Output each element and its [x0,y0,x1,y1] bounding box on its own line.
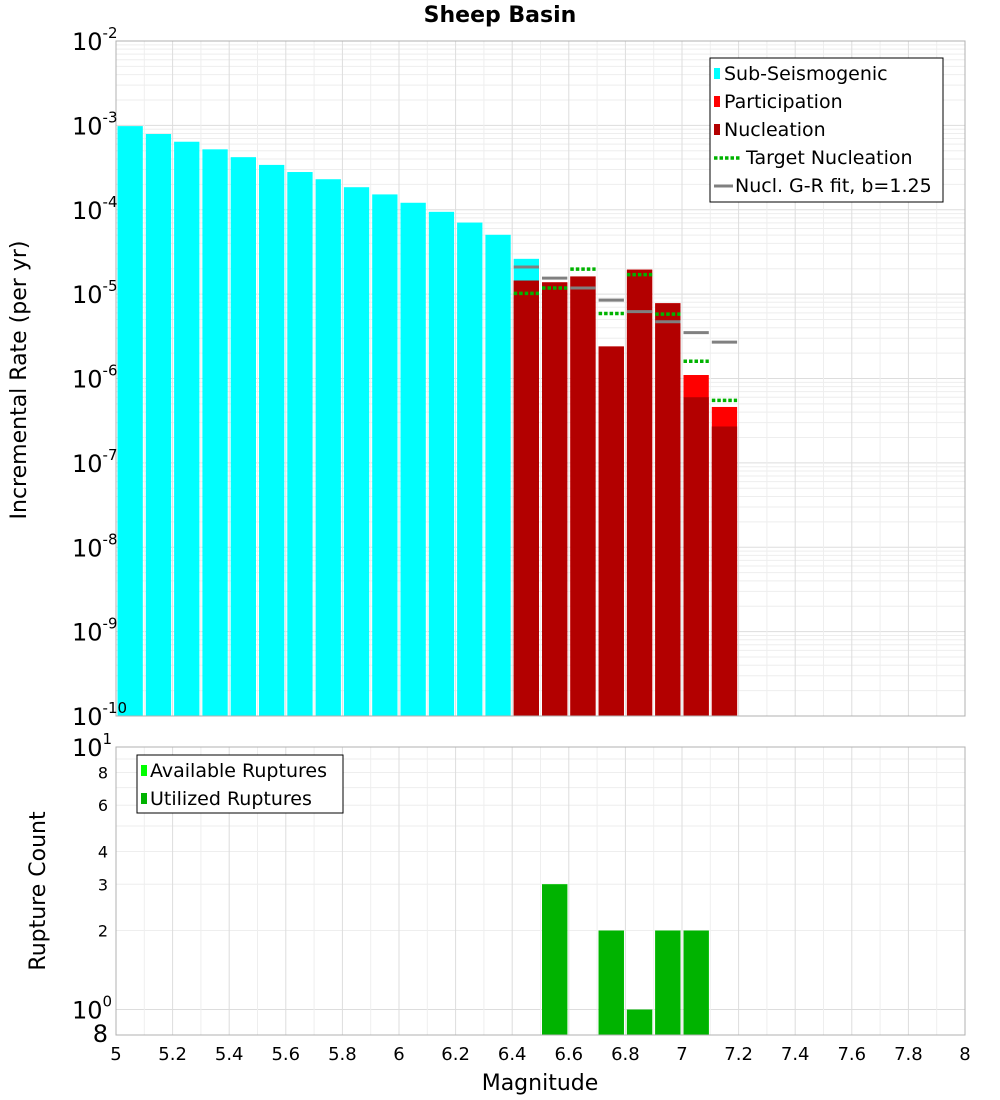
count-y-minor-tick-label: 3 [98,875,108,894]
utilized-ruptures-bar [598,930,624,1035]
rate-panel: 10-10 10-9 10-8 10-7 10-6 10-5 10-4 10-3 10-2 Sh… [7,3,966,731]
legend-label: Nucl. G-R fit, b=1.25 [735,175,932,197]
rate-legend-box [709,57,944,203]
sub-seismogenic-bar [485,234,511,716]
count-y-minor-tick-label: 2 [98,922,108,941]
nucleation-bar [626,269,653,716]
x-tick-label: 7.4 [781,1044,810,1065]
legend-label: Utilized Ruptures [150,788,312,810]
legend-swatch [141,793,147,804]
legend-label: Nucleation [724,119,826,141]
count-y-major-tick-label: 100 [72,993,112,1025]
count-legend-box [136,754,344,814]
rate-legend: Sub-Seismogenic Participation Nucleation Ta… [709,57,944,203]
legend-swatch [714,96,720,107]
rate-y-tick-label: 10-4 [72,193,118,225]
rate-y-tick-label: 10-5 [72,277,118,309]
rate-lines [513,265,738,403]
rate-y-tick-label: 10-6 [72,362,118,394]
utilized-ruptures-bar [542,884,568,1035]
x-tick-label: 6 [393,1044,404,1065]
x-axis-label: Magnitude [482,1071,599,1096]
x-tick-label: 5.6 [271,1044,300,1065]
nucleation-bar [683,397,709,716]
rate-plot-frame [115,40,966,717]
x-tick-label: 6.2 [441,1044,470,1065]
count-y-minor-tick-label: 8 [93,1020,108,1048]
rate-y-tick-label: 10-2 [72,24,118,56]
nucleation-bar [542,282,568,716]
x-tick-label: 7.6 [837,1044,866,1065]
count-y-minor-tick-label: 6 [98,796,108,815]
count-y-axis-label: Rupture Count [26,811,51,971]
rate-y-tick-label: 10-10 [72,699,127,731]
x-tick-label: 6.8 [611,1044,640,1065]
sub-seismogenic-bar [457,222,483,717]
legend-label: Target Nucleation [745,147,913,169]
x-tick-label: 7 [676,1044,687,1065]
nucleation-bar [513,280,539,716]
nucleation-bar [570,276,596,716]
rate-y-axis-label: Incremental Rate (per yr) [7,241,32,520]
count-x-tick-labels: 5 5.2 5.4 5.6 5.8 6 6.2 6.4 6.6 6.8 7 7.2 7.4 7.6 7.8 8 [110,1044,970,1065]
rate-y-tick-label: 10-8 [72,530,118,562]
x-tick-label: 5.2 [158,1044,187,1065]
x-tick-label: 5.4 [215,1044,244,1065]
x-tick-label: 5 [110,1044,121,1065]
legend-label: Available Ruptures [150,760,327,782]
rate-y-tick-label: 10-9 [72,615,118,647]
rate-y-tick-label: 10-3 [72,108,118,140]
sub-seismogenic-bar [230,157,256,717]
legend-swatch [141,765,147,776]
count-y-minor-tick-label: 8 [98,763,108,782]
count-legend: Available Ruptures Utilized Ruptures [136,754,344,814]
utilized-ruptures-bar [626,1009,653,1035]
count-bars [542,884,709,1035]
nucleation-bar [655,303,681,716]
legend-label: Sub-Seismogenic [724,63,888,85]
sub-seismogenic-bar [428,211,455,716]
nucleation-bar [711,426,738,716]
sub-seismogenic-bar [174,141,200,716]
sub-seismogenic-bar [117,126,143,717]
legend-swatch [714,124,720,135]
rate-y-tick-labels: 10-10 10-9 10-8 10-7 10-6 10-5 10-4 10-3 10-2 [72,24,127,731]
rate-y-tick-label: 10-7 [72,446,118,478]
x-tick-label: 7.8 [894,1044,923,1065]
legend-swatch [714,68,720,79]
sub-seismogenic-bar [259,164,285,716]
legend-label: Participation [724,91,843,113]
x-tick-label: 7.2 [724,1044,753,1065]
utilized-ruptures-bar [655,930,681,1035]
sub-seismogenic-bar [372,194,398,716]
count-plot-frame [115,746,966,1036]
utilized-ruptures-bar [683,930,709,1035]
sub-seismogenic-bar [287,172,313,716]
rate-bars [117,126,738,717]
x-tick-label: 5.8 [328,1044,357,1065]
sub-seismogenic-bar [202,149,228,716]
count-y-major-tick-label: 101 [72,730,112,762]
sub-seismogenic-bar [400,202,426,716]
x-tick-label: 8 [959,1044,970,1065]
count-y-minor-tick-label: 4 [98,842,108,861]
sub-seismogenic-bar [145,134,172,717]
sub-seismogenic-bar [343,187,370,716]
x-tick-label: 6.4 [498,1044,527,1065]
chart-title: Sheep Basin [424,3,577,28]
nucleation-bar [598,346,624,716]
sub-seismogenic-bar [315,179,341,716]
x-tick-label: 6.6 [554,1044,583,1065]
